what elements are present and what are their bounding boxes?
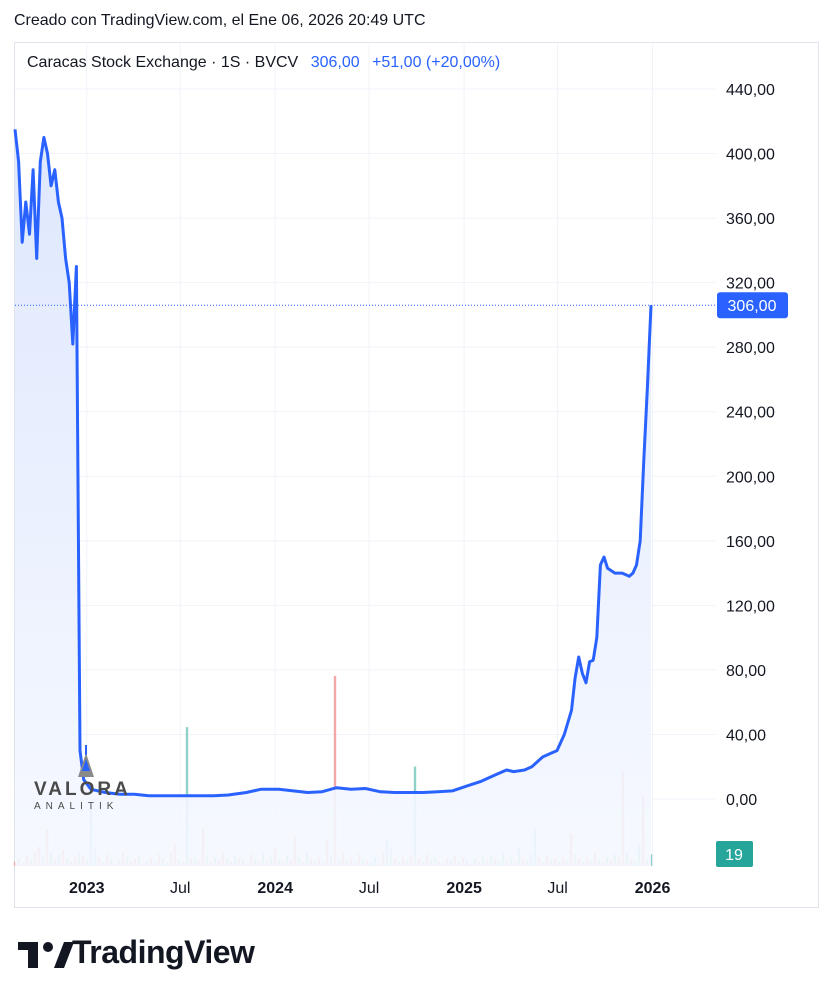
- chart-frame: [14, 42, 819, 908]
- price-area: [15, 129, 651, 867]
- last-price-badge: [717, 292, 788, 319]
- x-tick-label: 2026: [635, 880, 671, 897]
- y-tick-label: 160,00: [726, 534, 775, 551]
- last-price-value: 306,00: [310, 54, 360, 71]
- y-tick-label: 40,00: [726, 727, 766, 744]
- price-line: [13, 129, 653, 798]
- volume-badge: [716, 841, 753, 867]
- symbol-name: Caracas Stock Exchange · 1S · BVCV: [27, 54, 299, 71]
- symbol-legend: Caracas Stock Exchange · 1S · BVCV 306,0…: [27, 54, 500, 72]
- price-change: +51,00 (+20,00%): [372, 54, 501, 71]
- y-tick-label: 120,00: [726, 598, 775, 615]
- tradingview-brand[interactable]: TradingView: [72, 934, 255, 970]
- valora-logo-icon: [78, 745, 94, 777]
- y-tick-label: 200,00: [726, 469, 775, 486]
- y-tick-label: 400,00: [726, 147, 775, 164]
- x-tick-label: Jul: [170, 880, 190, 897]
- x-tick-label: 2025: [446, 880, 482, 897]
- x-tick-label: Jul: [359, 880, 379, 897]
- created-caption: Creado con TradingView.com, el Ene 06, 2…: [14, 12, 426, 29]
- x-tick-label: 2023: [69, 880, 105, 897]
- volume-badge-label: 19: [725, 847, 743, 864]
- y-tick-label: 360,00: [726, 211, 775, 228]
- last-price-badge-label: 306,00: [728, 298, 777, 315]
- y-tick-label: 440,00: [726, 82, 775, 99]
- watermark-title: VALORA: [34, 779, 131, 800]
- x-tick-label: 2024: [257, 880, 293, 897]
- tradingview-logo-icon[interactable]: [18, 938, 74, 978]
- volume-bar: [333, 676, 337, 866]
- y-tick-label: 280,00: [726, 340, 775, 357]
- y-tick-label: 240,00: [726, 405, 775, 422]
- valora-watermark: VALORA ANALITIK: [30, 745, 150, 815]
- y-tick-label: 80,00: [726, 663, 766, 680]
- y-tick-label: 320,00: [726, 276, 775, 293]
- y-tick-label: 0,00: [726, 792, 757, 809]
- watermark-subtitle: ANALITIK: [34, 801, 119, 812]
- x-tick-label: Jul: [547, 880, 567, 897]
